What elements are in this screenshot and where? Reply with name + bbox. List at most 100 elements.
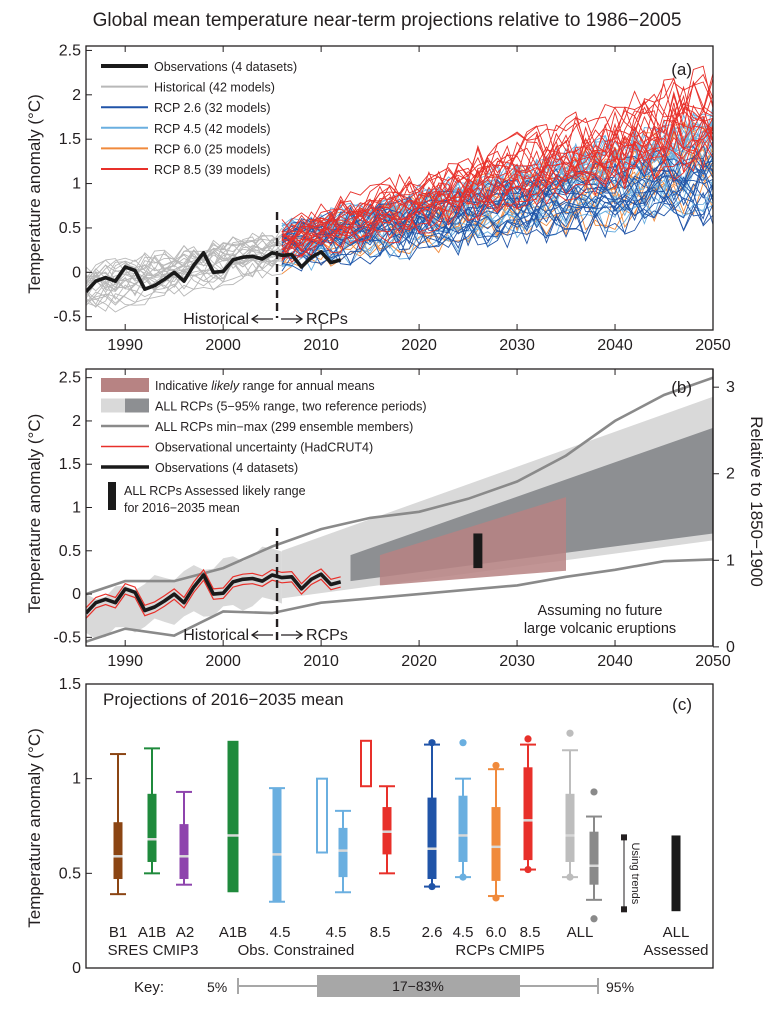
panel-a-ytick-label: 1	[72, 176, 81, 193]
panel-c-ytick-label: 1	[72, 771, 81, 788]
historical-range-band	[86, 546, 282, 639]
panel-a-xtick-label: 2050	[695, 337, 731, 354]
box-6-0-outlier-dot	[492, 894, 500, 902]
legend-label: ALL RCPs (5−95% range, two reference per…	[155, 400, 427, 414]
annotation-volcanic-1: Assuming no future	[538, 603, 663, 619]
legend-assessed-label-1: ALL RCPs Assessed likely range	[124, 484, 306, 498]
assessed-likely-bar	[473, 533, 483, 569]
category-label: 4.5	[326, 924, 347, 941]
likely-range-polygon	[379, 497, 566, 586]
rcp85-model-line	[281, 121, 713, 260]
category-label: A1B	[219, 924, 247, 941]
category-label: 8.5	[370, 924, 391, 941]
box-4-5-box	[272, 788, 282, 902]
rcp85-model-line	[281, 65, 713, 233]
obs-uncertainty-upper	[86, 568, 341, 609]
arrow-right-icon	[281, 314, 304, 324]
category-label: ALL	[663, 924, 690, 941]
panel-a-ytick-label: 1.5	[59, 131, 81, 148]
rcp45-model-line	[281, 182, 713, 267]
category-label: 4.5	[453, 924, 474, 941]
panel-b-right-tick-label: 1	[726, 552, 735, 569]
legend-assessed-label-2: for 2016−2035 mean	[124, 501, 240, 515]
panel-b-ylabel-right: Relative to 1850−1900	[747, 416, 766, 587]
panel-a-xtick-label: 2040	[597, 337, 633, 354]
obs-uncertainty-lower	[86, 578, 341, 619]
box-6-0-outlier-dot	[492, 761, 500, 770]
box-all-box	[565, 793, 575, 862]
category-label: A1B	[138, 924, 166, 941]
panel-a-ytick-label: 0	[72, 264, 81, 281]
panel-b-series	[86, 376, 713, 643]
panel-b-xtick-label: 2020	[401, 653, 437, 670]
historical-model-line	[86, 250, 283, 307]
panel-c-frame	[85, 683, 714, 969]
arrow-left-icon	[250, 314, 274, 324]
panel-b-right-tick-label: 3	[726, 379, 735, 396]
rcp85-model-line	[281, 78, 713, 241]
key-high-label: 95%	[606, 979, 634, 995]
panel-b-xtick-label: 2040	[597, 653, 633, 670]
panel-b-xtick-label: 2000	[205, 653, 241, 670]
observations-line-b	[86, 572, 342, 615]
box-all-outlier-dot	[566, 729, 574, 737]
box-a1b-box	[147, 793, 157, 862]
rcp26-model-line	[281, 175, 713, 253]
legend-swatch-all-rcps-light	[101, 398, 125, 413]
box-6-0-box	[491, 807, 501, 881]
legend-label: RCP 8.5 (39 models)	[154, 163, 271, 177]
box-2-6-box	[427, 797, 437, 880]
legend-label: RCP 6.0 (25 models)	[154, 142, 271, 156]
category-label: A2	[176, 924, 194, 941]
annotation-historical-b: Historical	[183, 627, 249, 644]
panel-b-ytick-label: 2.5	[59, 370, 81, 387]
historical-model-line	[86, 235, 283, 286]
box-4-5-box	[458, 795, 468, 862]
box-all-outlier-dot	[566, 873, 574, 881]
box-4-5-outlier-dot	[459, 739, 467, 747]
box-a1b-box	[227, 740, 239, 893]
rcp85-model-line	[281, 94, 713, 243]
minmax-lower-line	[86, 558, 713, 643]
panel-b-ytick-label: -0.5	[53, 629, 81, 646]
panel-label-a: (a)	[671, 60, 692, 79]
panel-a-ytick-label: 0.5	[59, 220, 81, 237]
panel-a-xtick-label: 2010	[303, 337, 339, 354]
legend-label: Historical (42 models)	[154, 81, 275, 95]
category-label: 8.5	[520, 924, 541, 941]
rcp26-model-line	[281, 200, 713, 272]
box-a2-box	[179, 824, 189, 880]
category-label: 4.5	[270, 924, 291, 941]
legend-label: Observational uncertainty (HadCRUT4)	[155, 441, 373, 455]
historical-model-line	[86, 227, 283, 282]
box-4-5-constrained-box	[338, 827, 348, 878]
category-label: ALL	[567, 924, 594, 941]
annotation-rcps: RCPs	[306, 311, 348, 328]
box-8-5-outlier-dot	[524, 865, 532, 874]
panel-a-xtick-label: 2000	[205, 337, 241, 354]
panel-a-ylabel: Temperature anomaly (°C)	[25, 94, 44, 294]
key-low-label: 5%	[207, 979, 227, 995]
minmax-upper-line	[86, 376, 713, 596]
panel-b-xtick-label: 2050	[695, 653, 731, 670]
panel-c: 0 0.5 1 1.5 Temperature anomaly (°C) Projecti…	[25, 676, 714, 997]
panel-c-ytick-label: 0.5	[59, 865, 81, 882]
panel-b-right-tick-label: 0	[726, 639, 735, 656]
category-label: B1	[109, 924, 127, 941]
box-2-6-outlier-dot	[428, 882, 436, 891]
observations-line	[86, 250, 342, 294]
historical-model-line	[86, 255, 283, 308]
legend-label: Observations (4 datasets)	[154, 60, 297, 74]
legend-swatch-all-rcps-dark	[125, 398, 149, 413]
rcp26-model-line	[281, 158, 713, 242]
using-trends-label: Using trends	[629, 842, 641, 904]
legend-label: ALL RCPs min−max (299 ensemble members)	[155, 420, 413, 434]
category-label: 2.6	[422, 924, 443, 941]
panel-b: Historical RCPs Assuming no future large vo…	[25, 368, 766, 670]
legend-swatch-assessed-bar	[108, 482, 116, 510]
panel-c-ytick-label: 1.5	[59, 676, 81, 693]
panel-a-series	[86, 65, 713, 313]
annotation-rcps-b: RCPs	[306, 627, 348, 644]
group-label: SRES CMIP3	[108, 942, 199, 959]
